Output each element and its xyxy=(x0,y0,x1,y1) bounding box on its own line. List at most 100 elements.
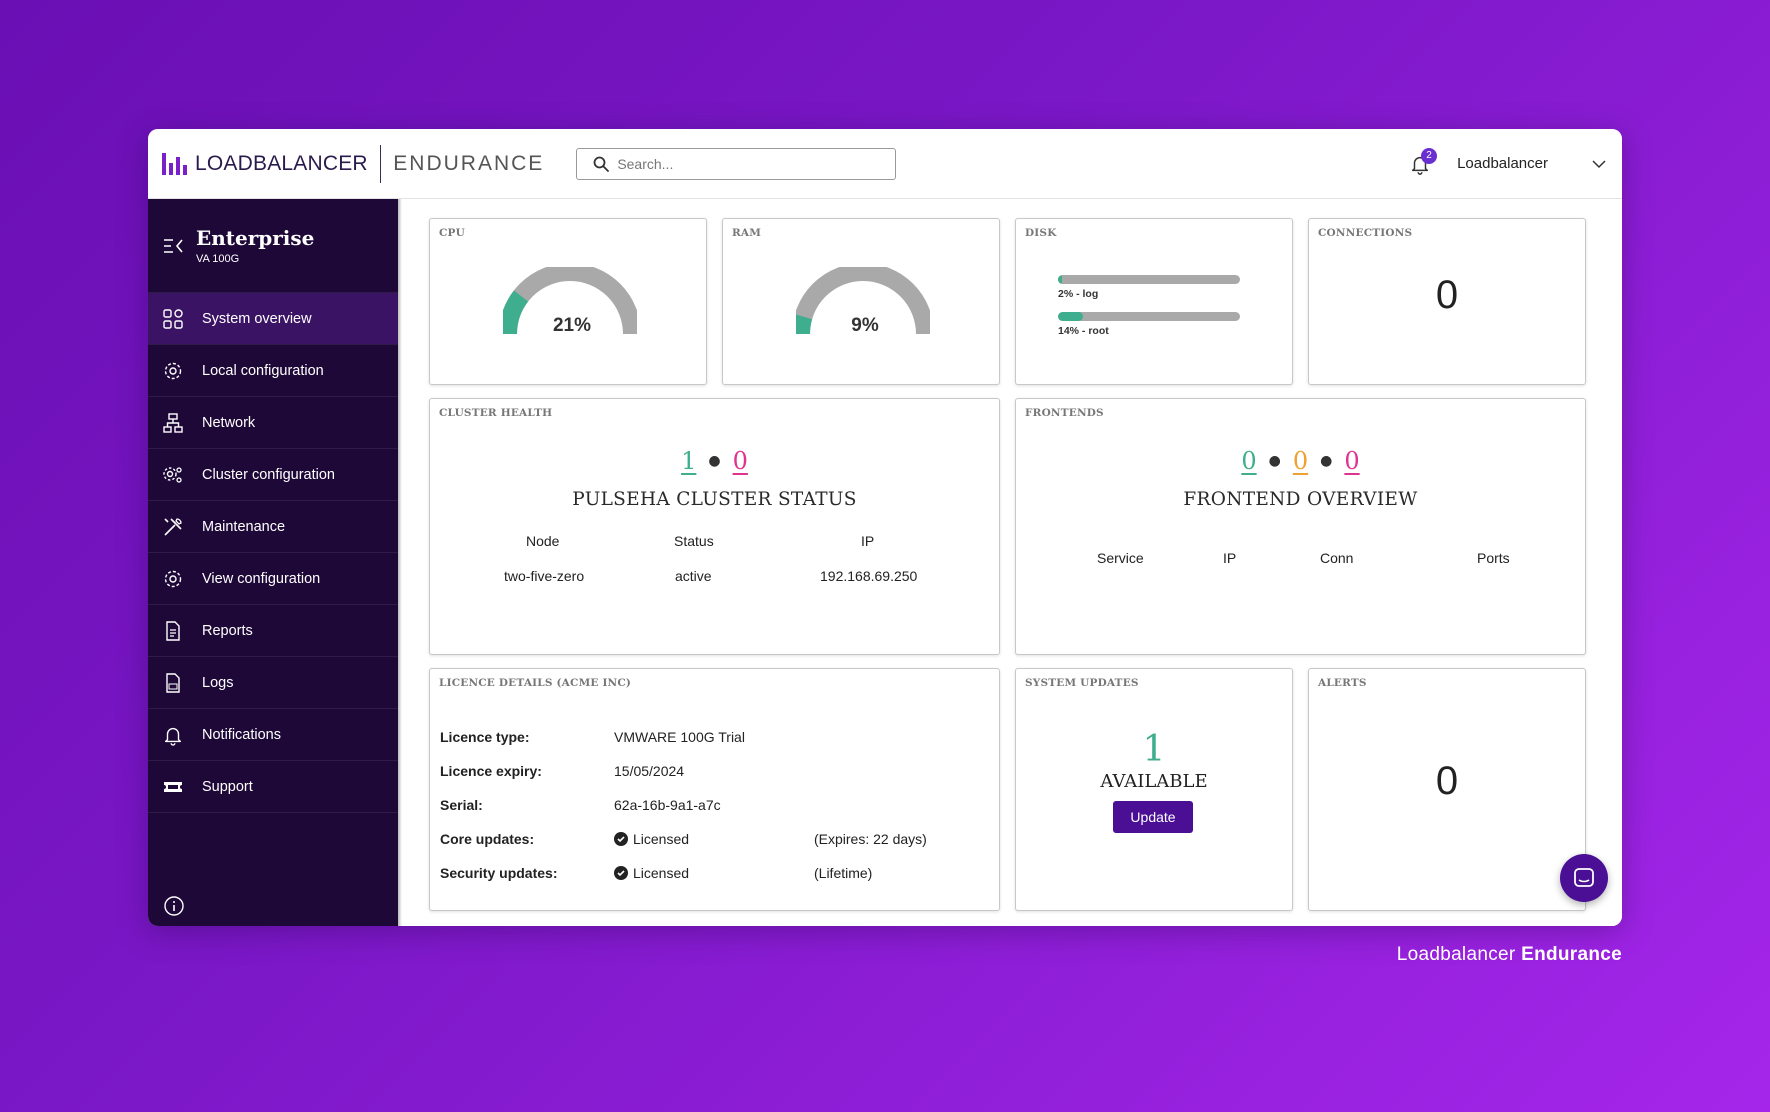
bar-fill xyxy=(1058,275,1062,284)
ram-gauge xyxy=(796,267,930,335)
sidebar-item-label: Maintenance xyxy=(202,518,286,535)
search-input[interactable] xyxy=(617,155,878,172)
disk-card: DISK 2% - log 14% - root xyxy=(1015,218,1293,385)
licence-row: Core updates: Licensed (Expires: 22 days… xyxy=(440,831,927,847)
cluster-heading: PULSEHA CLUSTER STATUS xyxy=(572,489,857,510)
document-icon xyxy=(162,620,184,642)
frontend-green-count[interactable]: 0 xyxy=(1241,447,1257,475)
card-title: LICENCE DETAILS (ACME INC) xyxy=(439,677,632,689)
frontend-heading: FRONTEND OVERVIEW xyxy=(1183,489,1418,510)
column-header-ip: IP xyxy=(1223,550,1237,566)
disk-bar-root: 14% - root xyxy=(1058,312,1240,337)
cluster-counts: 1 ● 0 xyxy=(430,447,999,475)
sidebar-item-notifications[interactable]: Notifications xyxy=(148,709,398,761)
search-box[interactable] xyxy=(576,147,897,180)
bar-label: 14% - root xyxy=(1058,325,1109,337)
separator-dot: ● xyxy=(1268,453,1281,469)
info-icon xyxy=(164,896,184,916)
info-button[interactable] xyxy=(162,894,186,918)
card-title: FRONTENDS xyxy=(1025,407,1104,419)
chat-icon xyxy=(1574,868,1594,887)
check-circle-icon xyxy=(614,866,628,880)
licence-row: Security updates: Licensed (Lifetime) xyxy=(440,865,872,881)
logo[interactable]: LOADBALANCER ENDURANCE xyxy=(162,144,544,184)
frontend-pink-count[interactable]: 0 xyxy=(1344,447,1360,475)
frontend-counts: 0 ● 0 ● 0 xyxy=(1016,447,1585,475)
table-cell-ip: 192.168.69.250 xyxy=(820,568,918,584)
notification-count-badge: 2 xyxy=(1421,147,1438,164)
sidebar-item-local-configuration[interactable]: Local configuration xyxy=(148,345,398,397)
separator-dot: ● xyxy=(708,453,721,469)
bar-label: 2% - log xyxy=(1058,288,1099,300)
user-name[interactable]: Loadbalancer xyxy=(1457,155,1548,172)
frontends-card: FRONTENDS 0 ● 0 ● 0 FRONTEND OVERVIEW Servic… xyxy=(1015,398,1586,655)
licence-value: VMWARE 100G Trial xyxy=(614,729,745,745)
sidebar-item-logs[interactable]: Logs xyxy=(148,657,398,709)
column-header-node: Node xyxy=(526,533,560,549)
network-icon xyxy=(162,412,184,434)
sidebar-item-label: System overview xyxy=(202,310,312,327)
gear-icon xyxy=(162,568,184,590)
licence-key: Core updates: xyxy=(440,831,535,847)
edition-title: Enterprise xyxy=(196,226,315,250)
gear-icon xyxy=(162,360,184,382)
cpu-value: 21% xyxy=(552,315,592,336)
licence-value: 15/05/2024 xyxy=(614,763,685,779)
licence-extra: (Expires: 22 days) xyxy=(814,831,927,847)
notifications-button[interactable]: 2 xyxy=(1405,147,1438,179)
top-bar: LOADBALANCER ENDURANCE 2 Loadbalancer xyxy=(148,129,1622,199)
card-title: RAM xyxy=(732,227,762,239)
sidebar-item-view-configuration[interactable]: View configuration xyxy=(148,553,398,605)
sidebar-item-label: Cluster configuration xyxy=(202,466,335,483)
updates-count: 1 xyxy=(1142,729,1166,770)
column-header-status: Status xyxy=(674,533,714,549)
table-cell-node: two-five-zero xyxy=(504,568,585,584)
sidebar-item-label: Reports xyxy=(202,622,253,639)
bell-icon xyxy=(162,724,184,746)
separator-dot: ● xyxy=(1320,453,1333,469)
chat-button[interactable] xyxy=(1560,854,1608,902)
sidebar-item-support[interactable]: Support xyxy=(148,761,398,813)
card-title: CPU xyxy=(439,227,466,239)
sidebar-item-maintenance[interactable]: Maintenance xyxy=(148,501,398,553)
frontend-orange-count[interactable]: 0 xyxy=(1292,447,1309,475)
sidebar-item-cluster-configuration[interactable]: Cluster configuration xyxy=(148,449,398,501)
sidebar-item-system-overview[interactable]: System overview xyxy=(148,293,398,345)
bar-track xyxy=(1058,312,1240,321)
gauge-fill xyxy=(503,290,529,335)
licence-value-cell: Licensed xyxy=(614,831,814,847)
ticket-icon xyxy=(162,776,184,798)
connections-value: 0 xyxy=(1435,273,1459,317)
cluster-gear-icon xyxy=(162,464,184,486)
licence-value: Licensed xyxy=(633,865,690,881)
connections-card: CONNECTIONS 0 xyxy=(1308,218,1586,385)
cluster-ok-count[interactable]: 1 xyxy=(681,447,697,475)
footer-brand-light: Loadbalancer xyxy=(1396,944,1516,965)
sidebar-item-label: Network xyxy=(202,414,256,431)
gauge-fill xyxy=(796,314,813,335)
bar-track xyxy=(1058,275,1240,284)
grid-icon xyxy=(162,308,184,330)
card-title: CLUSTER HEALTH xyxy=(439,407,553,419)
bar-fill xyxy=(1058,312,1084,321)
table-cell-status: active xyxy=(675,568,712,584)
card-title: SYSTEM UPDATES xyxy=(1025,677,1139,689)
cluster-bad-count[interactable]: 0 xyxy=(732,447,748,475)
update-button[interactable]: Update xyxy=(1113,801,1193,833)
logo-subtitle: ENDURANCE xyxy=(393,151,545,175)
app-window: LOADBALANCER ENDURANCE 2 Loadbalancer En… xyxy=(148,129,1622,926)
disk-bar-log: 2% - log xyxy=(1058,275,1240,300)
search-icon xyxy=(593,156,610,172)
sidebar-item-label: Notifications xyxy=(202,726,281,743)
system-updates-card: SYSTEM UPDATES 1 AVAILABLE Update xyxy=(1015,668,1293,911)
chevron-down-icon[interactable] xyxy=(1592,159,1606,169)
licence-row: Licence expiry: 15/05/2024 xyxy=(440,763,814,779)
column-header-conn: Conn xyxy=(1320,550,1354,566)
sidebar-shadow xyxy=(398,199,402,926)
dashboard-content: CPU 21% RAM 9% DISK 2% - log xyxy=(402,199,1622,926)
licence-extra: (Lifetime) xyxy=(814,865,873,881)
sidebar-item-reports[interactable]: Reports xyxy=(148,605,398,657)
sidebar-item-network[interactable]: Network xyxy=(148,397,398,449)
updates-label: AVAILABLE xyxy=(1100,771,1208,792)
collapse-sidebar-icon[interactable] xyxy=(162,236,186,256)
